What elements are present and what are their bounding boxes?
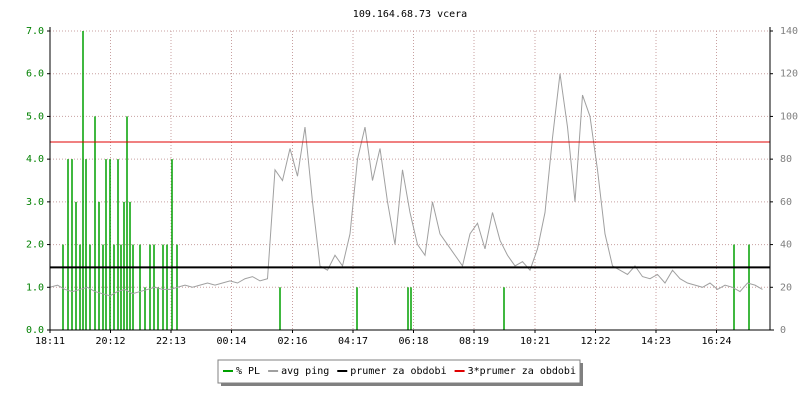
legend-label: 3*prumer za obdobi	[468, 366, 576, 377]
y2-tick-label: 60	[780, 197, 792, 208]
y-tick-label: 4.0	[26, 154, 44, 165]
x-tick-label: 04:17	[338, 336, 368, 347]
x-tick-label: 06:18	[398, 336, 428, 347]
legend-label: avg ping	[281, 366, 329, 377]
x-tick-label: 18:11	[35, 336, 65, 347]
x-tick-label: 10:21	[520, 336, 550, 347]
chart-title: 109.164.68.73 vcera	[353, 9, 467, 20]
y-tick-label: 2.0	[26, 240, 44, 251]
y2-tick-label: 100	[780, 111, 798, 122]
x-tick-label: 14:23	[641, 336, 671, 347]
y-tick-label: 7.0	[26, 26, 44, 37]
legend-label: % PL	[236, 366, 260, 377]
y-tick-label: 6.0	[26, 69, 44, 80]
x-tick-label: 02:16	[277, 336, 307, 347]
ping-line	[49, 73, 763, 297]
y2-tick-label: 80	[780, 154, 792, 165]
x-tick-label: 16:24	[701, 336, 731, 347]
y2-tick-label: 40	[780, 240, 792, 251]
x-tick-label: 08:19	[459, 336, 489, 347]
x-tick-label: 20:12	[95, 336, 125, 347]
y-tick-label: 5.0	[26, 111, 44, 122]
x-tick-label: 22:13	[156, 336, 186, 347]
x-tick-label: 00:14	[216, 336, 246, 347]
legend-box	[217, 359, 581, 384]
x-tick-label: 12:22	[580, 336, 610, 347]
y-tick-label: 0.0	[26, 325, 44, 336]
y-tick-label: 3.0	[26, 197, 44, 208]
y2-tick-label: 20	[780, 282, 792, 293]
legend-label: prumer za obdobi	[350, 366, 446, 377]
y2-tick-label: 120	[780, 69, 798, 80]
y-tick-label: 1.0	[26, 282, 44, 293]
legend: % PL avg ping prumer za obdobi 3*prumer za …	[217, 359, 583, 386]
y2-tick-label: 140	[780, 26, 798, 37]
y2-tick-label: 0	[780, 325, 786, 336]
